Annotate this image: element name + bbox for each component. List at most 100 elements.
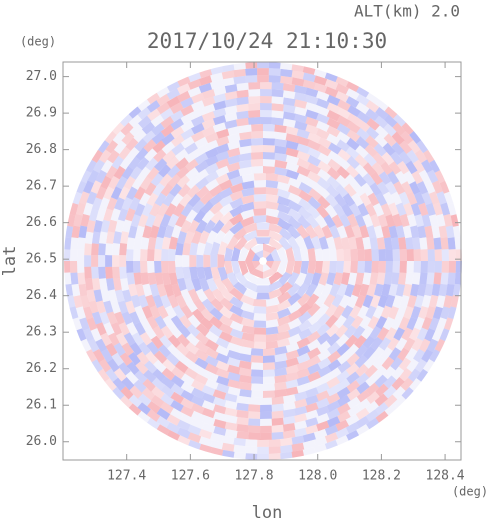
echo-cell	[211, 219, 225, 234]
echo-cell	[187, 314, 201, 329]
echo-cell	[363, 153, 377, 167]
echo-cell	[378, 337, 392, 351]
echo-cell	[180, 389, 195, 402]
echo-cell	[354, 344, 368, 358]
echo-cell	[398, 236, 407, 250]
echo-cell	[336, 248, 344, 261]
echo-cell	[107, 219, 118, 233]
echo-cell	[347, 113, 361, 126]
echo-cell	[411, 170, 424, 185]
echo-cell	[265, 187, 279, 196]
echo-cell	[411, 337, 424, 352]
echo-cell	[313, 75, 328, 86]
echo-cell	[424, 225, 434, 239]
echo-cell	[305, 102, 319, 113]
echo-cell	[380, 161, 393, 176]
echo-cell	[239, 124, 252, 133]
echo-cell	[227, 364, 241, 375]
echo-cell	[327, 350, 342, 364]
echo-cell	[287, 192, 302, 204]
echo-cell	[327, 158, 342, 172]
echo-cell	[294, 413, 308, 423]
echo-cell	[392, 261, 400, 273]
echo-cell	[71, 191, 83, 205]
echo-cell	[352, 325, 366, 340]
echo-cell	[282, 97, 296, 107]
echo-cell	[270, 261, 281, 274]
echo-cell	[336, 378, 351, 391]
echo-cell	[90, 149, 103, 163]
echo-cell	[280, 451, 293, 460]
echo-cell	[118, 322, 130, 336]
echo-cell	[393, 113, 407, 127]
echo-cell	[236, 96, 249, 106]
echo-cell	[282, 111, 296, 121]
echo-cell	[185, 209, 198, 223]
echo-cell	[370, 213, 381, 228]
echo-cell	[307, 139, 321, 151]
echo-cell	[198, 428, 213, 440]
echo-cell	[429, 214, 439, 228]
echo-cell	[137, 214, 149, 228]
echo-cell	[448, 249, 456, 261]
echo-cell	[383, 385, 397, 399]
echo-cell	[402, 225, 413, 239]
echo-cell	[168, 261, 176, 274]
echo-cell	[260, 411, 272, 419]
echo-cell	[355, 236, 365, 250]
echo-cell	[133, 261, 141, 273]
echo-cell	[200, 308, 214, 322]
echo-cell	[241, 332, 255, 342]
echo-cell	[189, 242, 199, 256]
echo-cell	[170, 408, 184, 420]
echo-cell	[201, 298, 215, 313]
echo-cell	[147, 108, 161, 122]
echo-cell	[119, 352, 133, 366]
echo-cell	[426, 169, 439, 184]
echo-cell	[461, 272, 462, 285]
echo-cell	[224, 98, 238, 108]
echo-cell	[205, 378, 219, 390]
echo-cell	[294, 99, 308, 109]
echo-cell	[337, 351, 351, 365]
echo-cell	[417, 283, 427, 297]
echo-cell	[296, 173, 311, 185]
echo-cell	[263, 362, 276, 370]
echo-cell	[263, 243, 276, 254]
echo-cell	[184, 142, 198, 155]
echo-cell	[296, 383, 310, 394]
echo-cell	[195, 332, 210, 345]
echo-cell	[170, 383, 185, 396]
echo-cell	[108, 332, 120, 347]
echo-cell	[282, 408, 296, 418]
echo-cell	[152, 213, 164, 228]
echo-cell	[390, 316, 403, 331]
echo-cell	[398, 191, 410, 206]
echo-cell	[390, 151, 403, 165]
echo-cell	[416, 327, 429, 341]
echo-cell	[425, 305, 436, 320]
echo-cell	[79, 169, 92, 184]
echo-cell	[239, 131, 252, 141]
echo-cell	[356, 93, 370, 106]
echo-cell	[196, 242, 206, 256]
echo-cell	[236, 117, 249, 127]
echo-cell	[210, 79, 224, 90]
echo-cell	[195, 340, 209, 354]
echo-cell	[391, 366, 405, 381]
echo-cell	[160, 124, 175, 137]
echo-cell	[425, 202, 436, 217]
echo-cell	[215, 368, 230, 379]
echo-cell	[250, 348, 263, 356]
echo-cell	[274, 159, 288, 169]
echo-cell	[238, 367, 252, 377]
echo-cell	[317, 313, 331, 327]
echo-cell	[277, 299, 292, 312]
echo-cell	[371, 248, 379, 261]
echo-cell	[119, 242, 128, 256]
echo-cell	[307, 303, 321, 317]
echo-cell	[128, 156, 141, 170]
echo-cell	[355, 136, 370, 150]
echo-cell	[326, 376, 341, 389]
echo-cell	[263, 390, 275, 398]
